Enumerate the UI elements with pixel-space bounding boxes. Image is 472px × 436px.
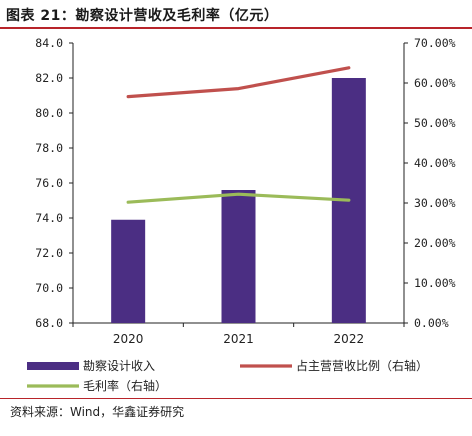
right-tick-label: 60.00% (414, 76, 456, 90)
left-tick-label: 72.0 (35, 246, 63, 260)
right-tick-label: 50.00% (414, 116, 456, 130)
share-line (126, 66, 351, 99)
source-divider (0, 398, 472, 399)
left-tick-label: 84.0 (35, 36, 63, 50)
left-tick-label: 76.0 (35, 176, 63, 190)
right-tick-label: 0.00% (414, 316, 449, 330)
right-tick-label: 10.00% (414, 276, 456, 290)
x-tick-label: 2021 (223, 332, 254, 346)
title-divider (0, 27, 472, 29)
bar (221, 190, 256, 323)
right-tick-label: 40.00% (414, 156, 456, 170)
left-tick-label: 68.0 (35, 316, 63, 330)
left-tick-label: 78.0 (35, 141, 63, 155)
chart: 68.0 70.0 72.0 74.0 76.0 78.0 80.0 82.0 84.0 0.00… (27, 36, 456, 393)
right-tick-label: 30.00% (414, 196, 456, 210)
chart-title: 图表 21：勘察设计营收及毛利率（亿元） (6, 8, 279, 24)
right-tick-label: 20.00% (414, 236, 456, 250)
left-tick-label: 74.0 (35, 211, 63, 225)
legend-share-label: 占主营营收比例（右轴） (296, 358, 428, 373)
x-tick-label: 2020 (113, 332, 144, 346)
source-note: 资料来源：Wind，华鑫证券研究 (10, 405, 185, 419)
bar (111, 219, 146, 323)
margin-line (126, 192, 351, 204)
left-tick-label: 80.0 (35, 106, 63, 120)
left-tick-label: 82.0 (35, 71, 63, 85)
legend-bar-label: 勘察设计收入 (83, 359, 155, 373)
x-tick-label: 2022 (334, 332, 365, 346)
left-tick-label: 70.0 (35, 281, 63, 295)
legend-margin-label: 毛利率（右轴） (83, 378, 167, 393)
legend-bar-swatch (27, 362, 79, 370)
right-tick-label: 70.00% (414, 36, 456, 50)
